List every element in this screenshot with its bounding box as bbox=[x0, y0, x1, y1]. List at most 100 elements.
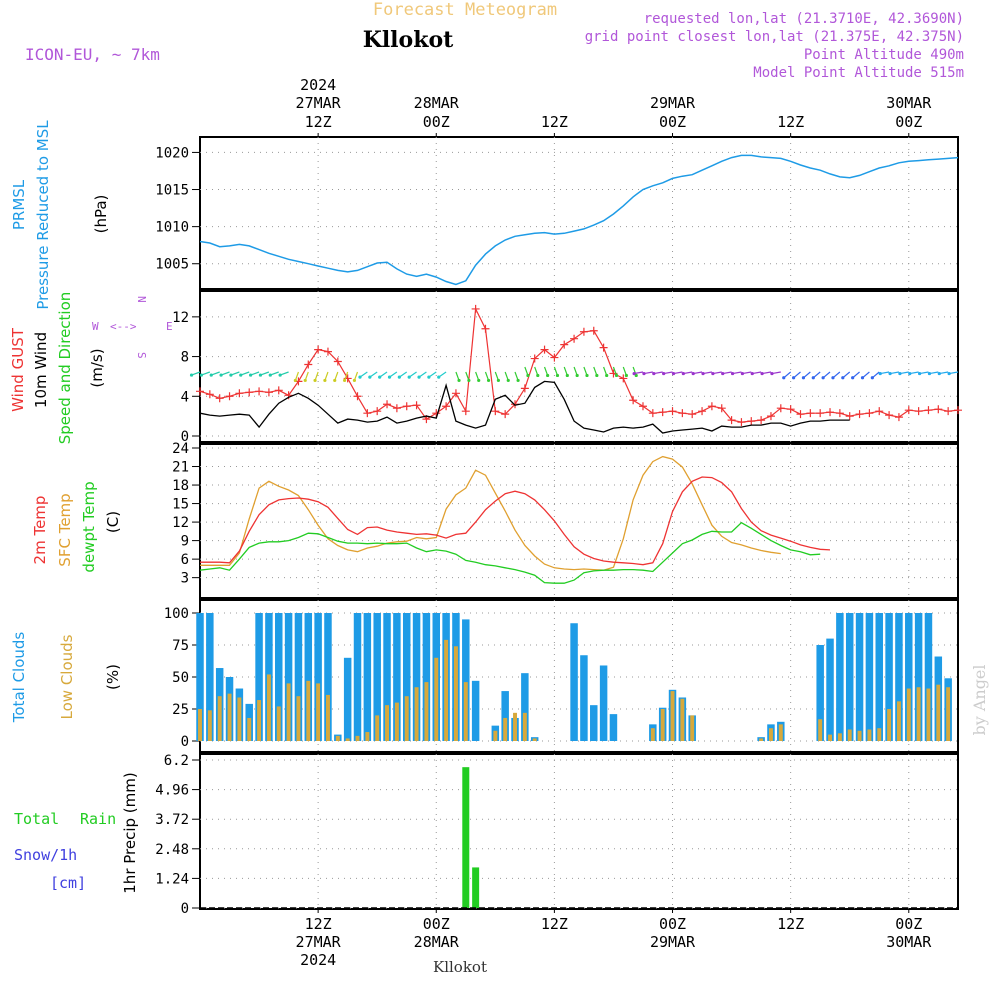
time-label-top: 30MAR bbox=[886, 94, 932, 112]
compass-n: N bbox=[135, 296, 148, 303]
time-label-bottom: 12Z bbox=[541, 915, 568, 933]
gust-point bbox=[885, 411, 894, 420]
low-cloud-bar bbox=[759, 738, 764, 741]
gust-point bbox=[698, 407, 707, 416]
low-cloud-bar bbox=[247, 717, 252, 741]
total-rain-label-b: Rain bbox=[80, 810, 116, 828]
total-cloud-bar bbox=[206, 613, 214, 741]
time-label-top: 28MAR bbox=[414, 94, 460, 112]
wind-dir-arrow-head bbox=[313, 378, 317, 383]
gust-point bbox=[461, 407, 470, 416]
wind-dir-arrow-head bbox=[947, 371, 951, 376]
total-cloud-bar bbox=[895, 613, 903, 741]
low-cloud-bar bbox=[227, 693, 232, 741]
wind-dir-arrow-head bbox=[352, 378, 357, 383]
low-cloud-bar bbox=[424, 682, 429, 741]
wind-dir-arrow-head bbox=[642, 371, 646, 376]
panel-frame-2 bbox=[199, 443, 959, 599]
pressure-msl-label: Pressure Reduced to MSL bbox=[34, 120, 52, 310]
low-cloud-bar bbox=[837, 733, 842, 741]
gust-point bbox=[215, 394, 224, 403]
y-tick-label: 1005 bbox=[155, 257, 189, 273]
total-cloud-bar bbox=[412, 613, 421, 741]
gust-point bbox=[816, 409, 825, 418]
total-cloud-bar bbox=[294, 613, 303, 741]
gust-point bbox=[658, 408, 667, 417]
low-cloud-bar bbox=[680, 698, 685, 741]
low-cloud-bar bbox=[306, 680, 311, 741]
gust-point bbox=[924, 406, 933, 415]
wind-dir-arrow-head bbox=[278, 373, 282, 377]
y-tick-label: 0 bbox=[181, 901, 189, 917]
y-tick-label: 1.24 bbox=[155, 871, 189, 887]
low-cloud-bar bbox=[355, 735, 360, 741]
low-cloud-bar bbox=[385, 705, 390, 741]
low-cloud-bar bbox=[414, 687, 419, 741]
y-tick-label: 1020 bbox=[155, 145, 189, 161]
precip-unit: 1hr Precip (mm) bbox=[121, 772, 139, 893]
low-cloud-bar bbox=[453, 646, 458, 741]
gust-point bbox=[373, 407, 382, 416]
wind-10m-label: 10m Wind bbox=[32, 332, 50, 408]
gust-point bbox=[314, 345, 323, 354]
total-cloud-bar bbox=[826, 638, 834, 741]
low-cloud-bar bbox=[936, 684, 941, 741]
prmsl-label: PRMSL bbox=[10, 179, 28, 230]
gust-point bbox=[914, 407, 923, 416]
gust-point bbox=[875, 407, 884, 416]
y-tick-label: 6 bbox=[181, 552, 189, 568]
wind-dir-arrow-head bbox=[249, 373, 253, 377]
gust-point bbox=[392, 404, 401, 413]
gust-point bbox=[333, 357, 342, 366]
time-label-bottom: 27MAR bbox=[296, 933, 342, 951]
low-cloud-bar bbox=[887, 709, 892, 741]
total-cloud-bar bbox=[284, 613, 293, 741]
rain-bar bbox=[462, 767, 470, 908]
y-tick-label: 0 bbox=[181, 734, 189, 750]
wind-dir-arrow-head bbox=[918, 371, 922, 376]
wind-dir-arrow-head bbox=[624, 373, 628, 378]
wind-dir-arrow-head bbox=[229, 373, 233, 377]
gust-point bbox=[501, 410, 510, 419]
wind-dir-arrow-head bbox=[268, 373, 272, 377]
gust-point bbox=[806, 409, 815, 418]
gust-point bbox=[638, 402, 647, 411]
panel-frame-4 bbox=[199, 753, 959, 910]
total-cloud-bar bbox=[353, 613, 362, 741]
wind-dir-arrow-head bbox=[516, 378, 520, 383]
total-cloud-bar bbox=[816, 645, 824, 741]
low-cloud-bar bbox=[404, 696, 409, 741]
wind-unit: (m/s) bbox=[88, 348, 106, 387]
time-label-bottom: 29MAR bbox=[650, 933, 696, 951]
temp-2m-line bbox=[200, 476, 831, 566]
low-cloud-bar bbox=[768, 728, 773, 741]
wind-dir-arrow-head bbox=[333, 378, 337, 383]
time-label-top: 12Z bbox=[305, 113, 332, 131]
low-cloud-bar bbox=[818, 719, 823, 741]
wind-dir-arrow-head bbox=[585, 373, 589, 378]
total-cloud-bar bbox=[865, 613, 874, 741]
y-tick-label: 1010 bbox=[155, 220, 189, 236]
gust-point bbox=[678, 409, 687, 418]
wind-dir-arrow-head bbox=[770, 371, 774, 376]
gust-point bbox=[363, 409, 372, 418]
wind-dir-arrow-head bbox=[860, 376, 865, 380]
time-label-top: 29MAR bbox=[650, 94, 696, 112]
low-cloud-bar bbox=[444, 639, 449, 741]
wind-dir-arrow-head bbox=[632, 371, 636, 376]
wind-dir-arrow-head bbox=[691, 371, 695, 376]
station-name: Kllokot bbox=[363, 27, 454, 53]
wind-dir-arrow-head bbox=[740, 371, 745, 376]
wind-dir-arrow-head bbox=[730, 371, 735, 376]
y-tick-label: 50 bbox=[172, 670, 189, 686]
wind-dir-arrow-head bbox=[407, 375, 411, 379]
panel-frame-0 bbox=[199, 136, 959, 290]
low-cloud-bar bbox=[946, 687, 951, 741]
low-cloud-bar bbox=[670, 691, 675, 741]
total-cloud-bar bbox=[924, 613, 933, 741]
model-altitude: Model Point Altitude 515m bbox=[753, 65, 964, 81]
wind-dir-arrow-head bbox=[258, 373, 263, 377]
low-cloud-bar bbox=[896, 701, 901, 741]
time-label-bottom: 30MAR bbox=[886, 933, 932, 951]
